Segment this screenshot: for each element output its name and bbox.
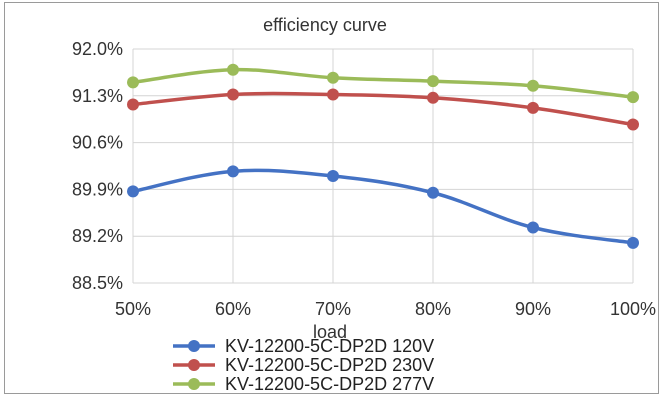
legend-item: KV-12200-5C-DP2D 277V [173, 374, 434, 394]
data-point [227, 63, 239, 76]
data-point [227, 165, 239, 178]
legend-label: KV-12200-5C-DP2D 277V [225, 374, 434, 394]
legend-label: KV-12200-5C-DP2D 230V [225, 355, 434, 375]
data-point [327, 88, 339, 101]
data-point [427, 75, 439, 88]
series-line [132, 168, 634, 245]
data-point [527, 79, 539, 92]
gridlines [132, 48, 634, 284]
efficiency-chart: efficiency curve 88.5% 89.2% 89.9% 90.6% 91.… [72, 15, 656, 394]
legend-marker [188, 378, 200, 390]
data-point [527, 221, 539, 234]
y-tick-label: 92.0% [72, 39, 123, 59]
series-3 [127, 63, 639, 104]
legend-label: KV-12200-5C-DP2D 120V [225, 336, 434, 356]
x-tick-labels: 50% 60% 70% 80% 90% 100% [115, 299, 656, 319]
x-tick-label: 60% [215, 299, 251, 319]
legend-item: KV-12200-5C-DP2D 120V [173, 336, 434, 356]
data-point [227, 88, 239, 101]
y-tick-labels: 88.5% 89.2% 89.9% 90.6% 91.3% 92.0% [72, 39, 123, 293]
y-tick-label: 91.3% [72, 86, 123, 106]
data-point [127, 76, 139, 89]
x-tick-label: 90% [515, 299, 551, 319]
x-tick-label: 50% [115, 299, 151, 319]
data-point [127, 185, 139, 198]
x-tick-label: 100% [610, 299, 656, 319]
x-axis-title: load [313, 322, 347, 342]
series-1 [127, 165, 639, 249]
legend-item: KV-12200-5C-DP2D 230V [173, 355, 434, 375]
data-point [627, 118, 639, 131]
data-point [627, 236, 639, 249]
data-point [627, 91, 639, 104]
series-lines [127, 63, 639, 249]
x-tick-label: 80% [415, 299, 451, 319]
y-tick-label: 89.9% [72, 179, 123, 199]
data-point [327, 170, 339, 183]
legend-marker [188, 340, 200, 352]
series-2 [127, 88, 639, 131]
data-point [127, 98, 139, 111]
x-tick-label: 70% [315, 299, 351, 319]
chart-title: efficiency curve [263, 15, 387, 35]
series-line [132, 91, 634, 127]
y-tick-label: 88.5% [72, 273, 123, 293]
series-line [132, 67, 634, 99]
legend-marker [188, 359, 200, 371]
data-point [427, 91, 439, 104]
data-point [427, 186, 439, 199]
y-tick-label: 90.6% [72, 133, 123, 153]
data-point [327, 71, 339, 84]
data-point [527, 101, 539, 114]
y-tick-label: 89.2% [72, 226, 123, 246]
chart-frame: efficiency curve 88.5% 89.2% 89.9% 90.6% 91.… [4, 2, 659, 394]
